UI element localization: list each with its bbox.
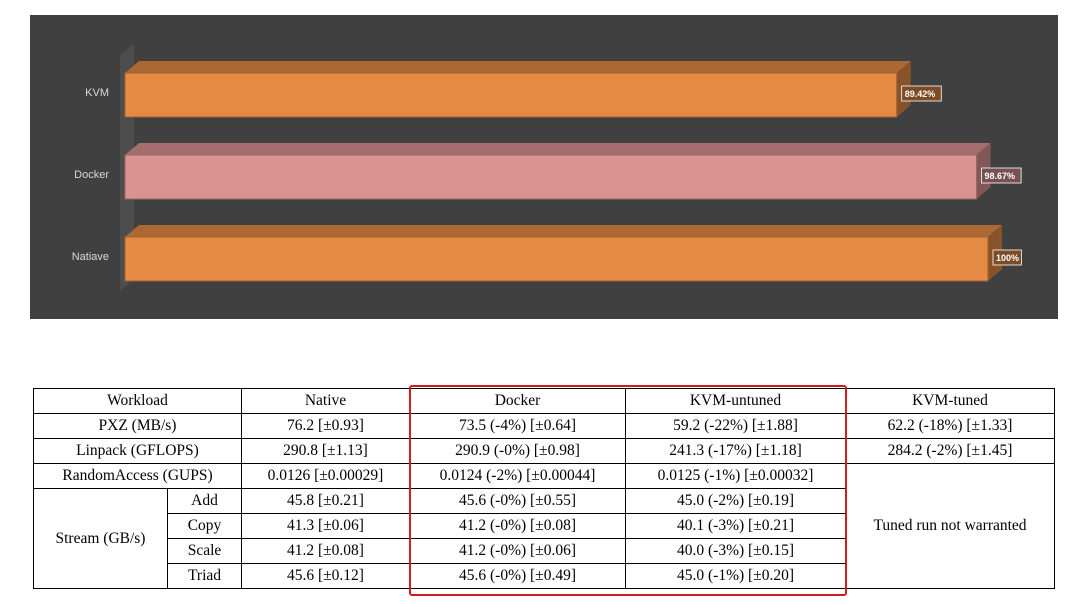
docker-cell: 41.2 (-0%) [±0.08] (409, 513, 626, 539)
kvm-untuned-cell: 241.3 (-17%) [±1.18] (625, 438, 846, 464)
category-label: KVM (85, 87, 109, 99)
docker-cell: 45.6 (-0%) [±0.49] (409, 563, 626, 589)
value-label-box (901, 85, 942, 102)
header-kvm-tuned: KVM-tuned (845, 388, 1055, 414)
value-label: 89.42% (905, 89, 936, 99)
stream-sub-cell: Scale (167, 538, 242, 564)
value-label-box (981, 167, 1022, 184)
header-workload: Workload (33, 388, 242, 414)
native-cell: 290.8 [±1.13] (241, 438, 410, 464)
table-row: Stream (GB/s) Add 45.8 [±0.21] 45.6 (-0%… (33, 488, 1055, 589)
bar (124, 154, 978, 200)
table-row: RandomAccess (GUPS) 0.0126 [±0.00029] 0.… (33, 463, 1055, 589)
stream-sub-cell: Triad (167, 563, 242, 589)
table-row: Copy 41.3 [±0.06] 41.2 (-0%) [±0.08] 40.… (34, 513, 1055, 539)
bar-top (125, 143, 991, 155)
kvm-tuned-cell: 62.2 (-18%) [±1.33] (845, 413, 1055, 439)
kvm-untuned-cell: 45.0 (-2%) [±0.19] (625, 488, 846, 514)
results-table: Workload Native Docker KVM-untuned KVM-t… (33, 388, 1055, 589)
header-kvm-untuned: KVM-untuned (625, 388, 846, 414)
bar (124, 236, 989, 282)
header-native: Native (241, 388, 410, 414)
table-row: Scale 41.2 [±0.08] 41.2 (-0%) [±0.06] 40… (34, 538, 1055, 564)
header-docker: Docker (409, 388, 626, 414)
kvm-tuned-cell: 284.2 (-2%) [±1.45] (845, 438, 1055, 464)
stream-sub-cell: Add (167, 488, 242, 514)
table-row: Triad 45.6 [±0.12] 45.6 (-0%) [±0.49] 45… (34, 563, 1055, 589)
native-cell: 41.3 [±0.06] (241, 513, 410, 539)
kvm-untuned-cell: 45.0 (-1%) [±0.20] (625, 563, 846, 589)
native-cell: 0.0126 [±0.00029] (241, 463, 410, 489)
workload-cell: PXZ (MB/s) (33, 413, 242, 439)
native-cell: 45.8 [±0.21] (241, 488, 410, 514)
value-label: 98.67% (985, 171, 1016, 181)
docker-cell: 45.6 (-0%) [±0.55] (409, 488, 626, 514)
bar-chart: KVM 89.42% Docker 98.67% Natiave 100% (72, 43, 1022, 291)
table-row: Linpack (GFLOPS) 290.8 [±1.13] 290.9 (-0… (33, 438, 1055, 464)
bar-top (125, 61, 911, 73)
results-table-container: Workload Native Docker KVM-untuned KVM-t… (33, 388, 1055, 589)
workload-cell: Linpack (GFLOPS) (33, 438, 242, 464)
bar-chart-panel: KVM 89.42% Docker 98.67% Natiave 100% (30, 15, 1058, 319)
tuned-note-cell: Tuned run not warranted (845, 463, 1055, 589)
category-label: Natiave (72, 251, 109, 263)
table-header-row: Workload Native Docker KVM-untuned KVM-t… (33, 388, 1055, 414)
kvm-untuned-cell: 40.0 (-3%) [±0.15] (625, 538, 846, 564)
workload-cell: RandomAccess (GUPS) (33, 463, 242, 489)
table-row: PXZ (MB/s) 76.2 [±0.93] 73.5 (-4%) [±0.6… (33, 413, 1055, 439)
value-label: 100% (996, 253, 1019, 263)
docker-cell: 290.9 (-0%) [±0.98] (409, 438, 626, 464)
value-label-box (992, 249, 1022, 266)
docker-cell: 73.5 (-4%) [±0.64] (409, 413, 626, 439)
stream-workload-cell: Stream (GB/s) (33, 488, 168, 589)
stream-sub-cell: Copy (167, 513, 242, 539)
kvm-untuned-cell: 59.2 (-22%) [±1.88] (625, 413, 846, 439)
bar-top (125, 225, 1002, 237)
category-label: Docker (74, 169, 109, 181)
native-cell: 41.2 [±0.08] (241, 538, 410, 564)
kvm-untuned-cell: 0.0125 (-1%) [±0.00032] (625, 463, 846, 489)
docker-cell: 0.0124 (-2%) [±0.00044] (409, 463, 626, 489)
native-cell: 45.6 [±0.12] (241, 563, 410, 589)
docker-cell: 41.2 (-0%) [±0.06] (409, 538, 626, 564)
native-cell: 76.2 [±0.93] (241, 413, 410, 439)
bar (124, 72, 898, 118)
kvm-untuned-cell: 40.1 (-3%) [±0.21] (625, 513, 846, 539)
